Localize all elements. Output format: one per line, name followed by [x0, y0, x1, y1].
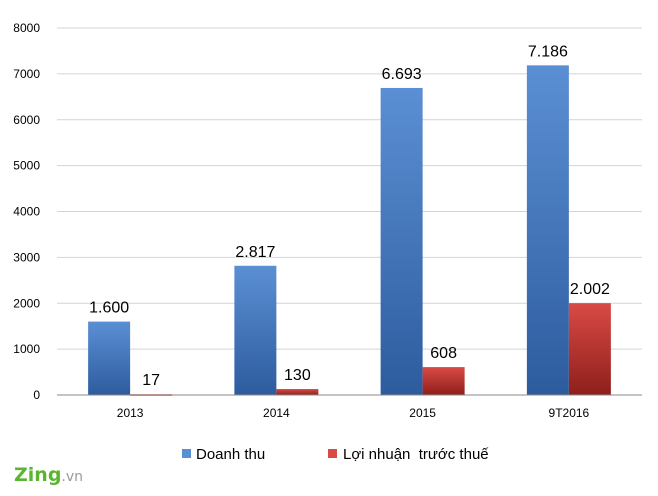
logo-brand: Zing — [14, 464, 61, 486]
bar-loi-nhuan-2015 — [422, 367, 465, 395]
logo-text: Zing.vn — [14, 464, 83, 486]
bar-doanh-thu-2015 — [380, 87, 423, 396]
y-tick-label: 3000 — [13, 250, 40, 264]
data-label-doanh-thu-2014: 2.817 — [235, 244, 275, 261]
y-tick-label: 4000 — [13, 205, 40, 219]
bars — [88, 65, 611, 396]
logo-suffix: .vn — [61, 469, 83, 485]
data-labels: 1.600 17 2.817 130 6.693 608 7.186 2.002 — [89, 43, 610, 389]
x-tick-label: 2013 — [117, 406, 144, 420]
y-tick-label: 1000 — [13, 342, 40, 356]
y-axis-tick-labels: 0 1000 2000 3000 4000 5000 6000 7000 8000 — [13, 21, 40, 402]
x-tick-label: 2015 — [409, 406, 436, 420]
legend-swatch-loi-nhuan — [328, 449, 337, 458]
bar-doanh-thu-9T2016 — [526, 65, 569, 395]
data-label-loi-nhuan-2015: 608 — [430, 345, 457, 362]
y-tick-label: 7000 — [13, 67, 40, 81]
gridlines — [57, 27, 642, 350]
y-tick-label: 8000 — [13, 21, 40, 35]
data-label-doanh-thu-2015: 6.693 — [382, 66, 422, 83]
logo: Zing.vn — [14, 464, 83, 486]
bar-loi-nhuan-9T2016 — [568, 303, 611, 395]
x-axis-tick-labels: 2013 2014 2015 9T2016 — [117, 406, 590, 420]
y-tick-label: 6000 — [13, 113, 40, 127]
y-tick-label: 5000 — [13, 159, 40, 173]
bar-doanh-thu-2013 — [88, 321, 131, 395]
legend-swatch-doanh-thu — [182, 449, 191, 458]
y-tick-label: 2000 — [13, 296, 40, 310]
data-label-doanh-thu-9T2016: 7.186 — [528, 43, 568, 60]
x-tick-label: 9T2016 — [549, 406, 590, 420]
legend: Doanh thu Lợi nhuận trước thuế — [182, 446, 489, 463]
data-label-loi-nhuan-2014: 130 — [284, 367, 311, 384]
legend-label-loi-nhuan: Lợi nhuận trước thuế — [343, 446, 489, 463]
data-label-loi-nhuan-2013: 17 — [142, 372, 160, 389]
legend-label-doanh-thu: Doanh thu — [196, 446, 265, 463]
y-tick-label: 0 — [33, 388, 40, 402]
bar-doanh-thu-2014 — [234, 265, 277, 395]
data-label-loi-nhuan-9T2016: 2.002 — [570, 281, 610, 298]
bar-loi-nhuan-2014 — [276, 389, 319, 395]
data-label-doanh-thu-2013: 1.600 — [89, 300, 129, 317]
x-tick-label: 2014 — [263, 406, 290, 420]
